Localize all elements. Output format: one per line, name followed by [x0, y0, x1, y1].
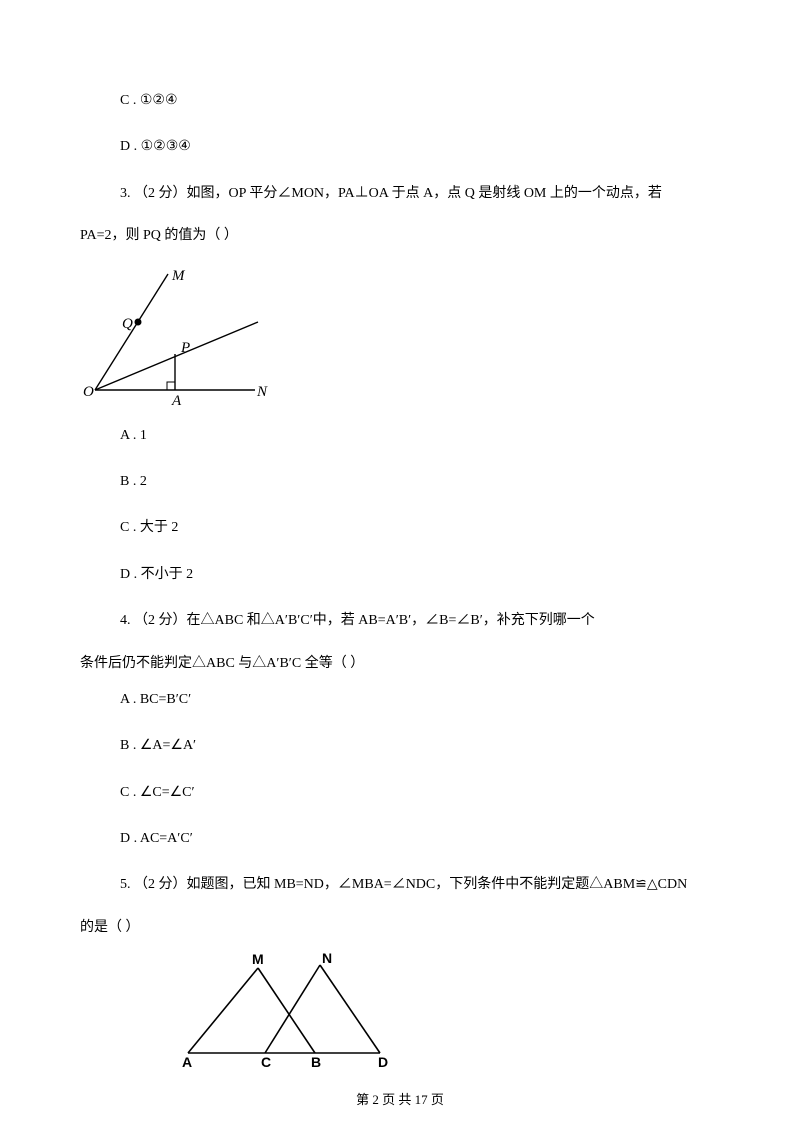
- q5-figure: A C B D M N: [180, 953, 720, 1068]
- q5-diagram: A C B D M N: [180, 953, 415, 1068]
- q5-stem-line1: 5. （2 分）如题图，已知 MB=ND，∠MBA=∠NDC，下列条件中不能判定…: [120, 874, 720, 896]
- svg-text:C: C: [261, 1054, 271, 1068]
- svg-text:A: A: [182, 1054, 192, 1068]
- q5-stem-line2: 的是（ ）: [80, 917, 720, 939]
- q2-option-c: C . ①②④: [120, 90, 720, 112]
- q4-stem-line2: 条件后仍不能判定△ABC 与△A′B′C 全等（ ）: [80, 653, 720, 675]
- svg-text:D: D: [378, 1054, 388, 1068]
- svg-text:P: P: [180, 340, 190, 356]
- q2-option-d: D . ①②③④: [120, 136, 720, 158]
- q3-stem-line1: 3. （2 分）如图，OP 平分∠MON，PA⊥OA 于点 A，点 Q 是射线 …: [120, 183, 720, 205]
- svg-text:N: N: [322, 953, 332, 966]
- q3-figure: O A N P M Q: [80, 262, 720, 407]
- svg-text:B: B: [311, 1054, 321, 1068]
- q4-option-d: D . AC=A′C′: [120, 828, 720, 850]
- page-footer: 第 2 页 共 17 页: [0, 1089, 800, 1108]
- svg-text:M: M: [171, 268, 186, 284]
- q3-option-c: C . 大于 2: [120, 517, 720, 539]
- q3-option-d: D . 不小于 2: [120, 564, 720, 586]
- svg-text:Q: Q: [122, 316, 133, 332]
- svg-text:N: N: [256, 384, 268, 400]
- q3-option-a: A . 1: [120, 425, 720, 447]
- q4-stem-line1: 4. （2 分）在△ABC 和△A′B′C′中，若 AB=A′B′，∠B=∠B′…: [120, 610, 720, 632]
- svg-text:M: M: [252, 953, 264, 967]
- q4-option-a: A . BC=B′C′: [120, 689, 720, 711]
- svg-text:A: A: [171, 393, 182, 407]
- q4-option-b: B . ∠A=∠A′: [120, 735, 720, 757]
- q3-stem-line2: PA=2，则 PQ 的值为（ ）: [80, 225, 720, 247]
- page-body: C . ①②④ D . ①②③④ 3. （2 分）如图，OP 平分∠MON，PA…: [0, 0, 800, 1126]
- q3-option-b: B . 2: [120, 471, 720, 493]
- q3-diagram: O A N P M Q: [80, 262, 275, 407]
- svg-text:O: O: [83, 384, 94, 400]
- q4-option-c: C . ∠C=∠C′: [120, 782, 720, 804]
